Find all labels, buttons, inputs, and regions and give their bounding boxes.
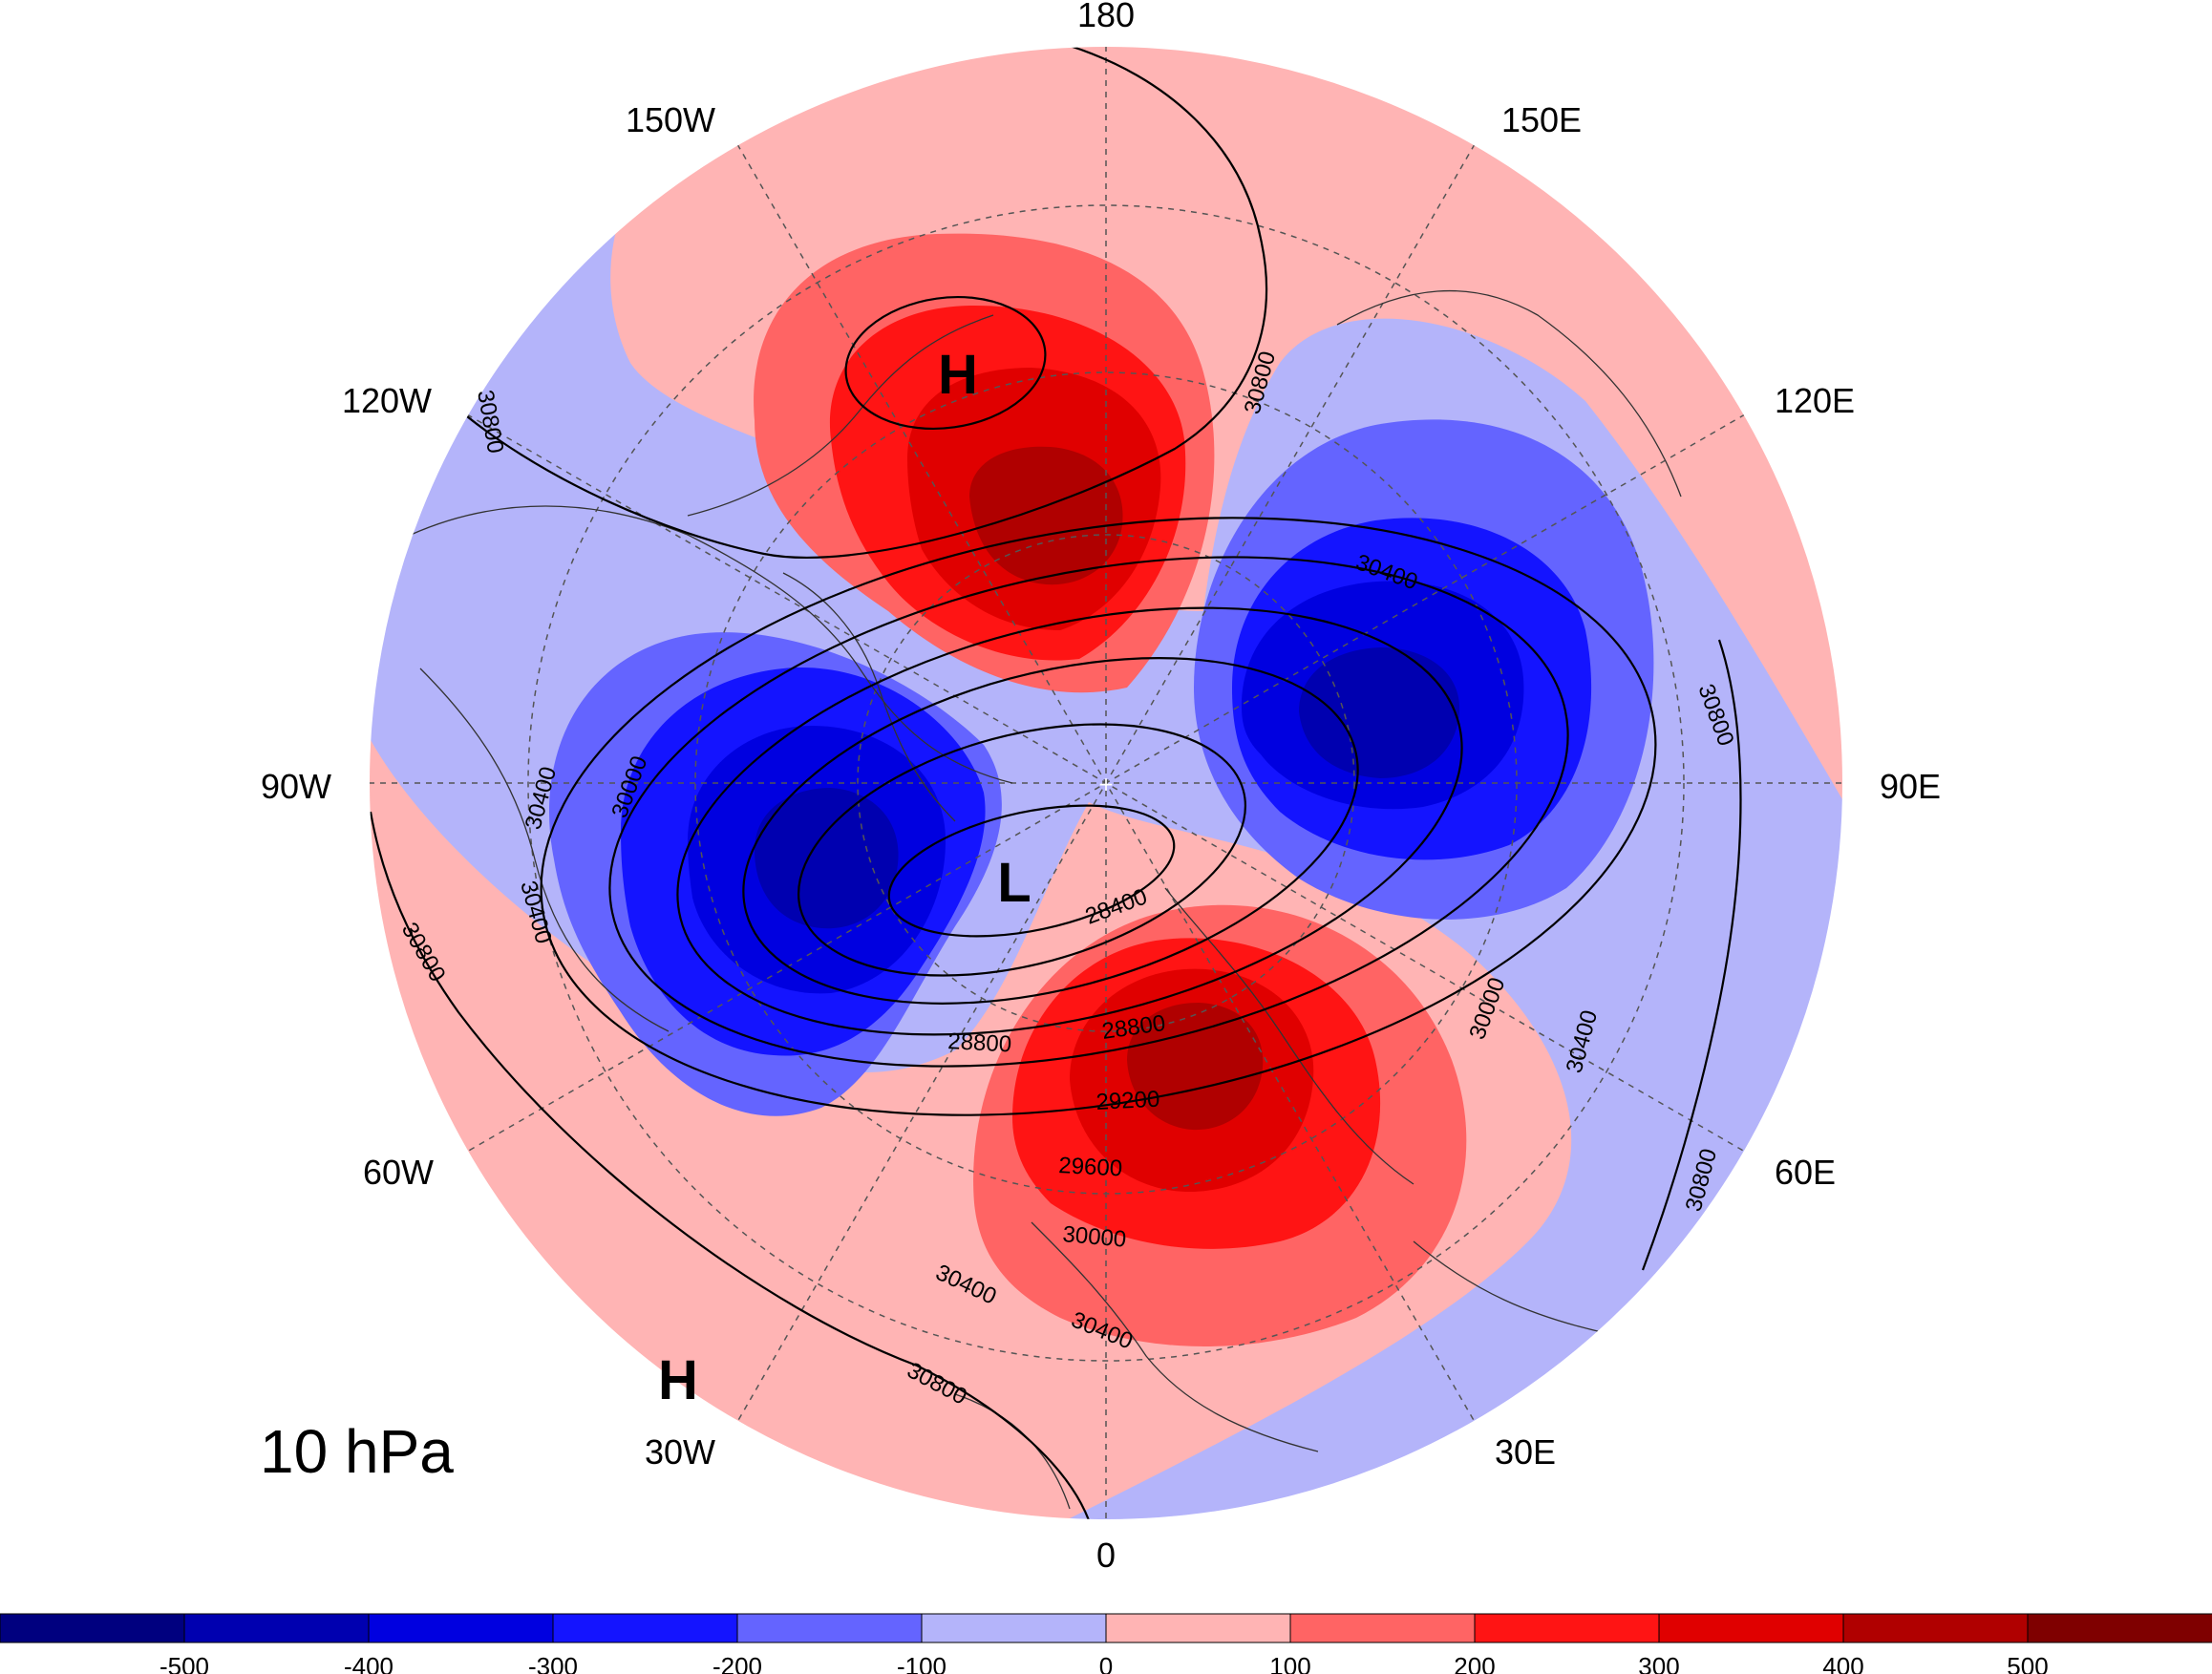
lon-label-30e: 30E [1495, 1432, 1556, 1472]
siberian-low-400 [1299, 647, 1460, 778]
high-center-label: H [938, 344, 978, 406]
contour-label: 30000 [1061, 1221, 1127, 1253]
height-contours [369, 46, 1742, 1520]
contour-30000 [608, 556, 1569, 1068]
contour-29600 [676, 606, 1463, 1036]
contour-high-pacific [844, 295, 1047, 431]
colorbar-swatch [2027, 1613, 2212, 1643]
colorbar-tick-label: 100 [1269, 1652, 1310, 1674]
pole-marker: + [1098, 773, 1115, 795]
colorbar-tick-label: 500 [2007, 1652, 2048, 1674]
map-boundary [368, 45, 1844, 1521]
graticule [369, 46, 1843, 1520]
low-center-label: L [997, 852, 1031, 914]
contour-30800-southwest [369, 811, 1091, 1520]
lon-label-0: 0 [1096, 1536, 1116, 1575]
colorbar-tick-label: 0 [1099, 1652, 1113, 1674]
lon-label-90w: 90W [261, 767, 331, 806]
lon-label-120w: 120W [342, 381, 432, 420]
contour-29200 [742, 657, 1359, 1005]
high-center-label: H [658, 1349, 698, 1411]
contour-30800-east [1641, 639, 1742, 1271]
contour-label: 29200 [1095, 1087, 1160, 1115]
pressure-level-label: 10 hPa [260, 1417, 454, 1486]
colorbar-tick-label: 300 [1638, 1652, 1679, 1674]
colorbar-tick-label: 400 [1822, 1652, 1863, 1674]
colorbar-swatch [1658, 1613, 1844, 1643]
contour-30400 [540, 517, 1657, 1116]
contour-30800-north [448, 46, 1268, 559]
contour-label: 29600 [1058, 1153, 1123, 1181]
colorbar-swatch [736, 1613, 923, 1643]
colorbar-swatch [0, 1613, 185, 1643]
lon-label-30w: 30W [645, 1432, 715, 1472]
lon-label-180: 180 [1077, 0, 1135, 34]
lon-label-150w: 150W [626, 100, 715, 139]
lon-label-60w: 60W [363, 1153, 434, 1192]
european-high-400 [1127, 1003, 1264, 1131]
colorbar-swatch [552, 1613, 738, 1643]
colorbar-tick-label: 200 [1454, 1652, 1495, 1674]
colorbar-swatch [1474, 1613, 1660, 1643]
colorbar-swatch [368, 1613, 554, 1643]
contour-28400 [887, 804, 1176, 938]
contour-label: 28800 [947, 1028, 1012, 1057]
colorbar: -500 -400 -300 -200 -100 0 100 200 300 400 500 [0, 1613, 2212, 1674]
longitude-labels: 180 150W 150E 120W 120E 90W 90E 60W 60E … [261, 0, 1941, 1575]
colorbar-swatch [183, 1613, 370, 1643]
colorbar-swatch [1105, 1613, 1291, 1643]
colorbar-tick-label: -100 [897, 1652, 946, 1674]
colorbar-tick-label: -500 [160, 1652, 209, 1674]
colorbar-tick-label: -400 [344, 1652, 393, 1674]
lon-label-60e: 60E [1775, 1153, 1836, 1192]
colorbar-swatch [1289, 1613, 1476, 1643]
pacific-high-400 [969, 446, 1123, 585]
colorbar-tick-label: -300 [528, 1652, 578, 1674]
pressure-centers: H L H [658, 344, 1032, 1411]
colorbar-swatch [921, 1613, 1107, 1643]
colorbar-tick-label: -200 [713, 1652, 762, 1674]
lon-label-120e: 120E [1775, 381, 1855, 420]
coastlines [410, 289, 1682, 1510]
contour-28800 [798, 723, 1246, 977]
lon-label-90e: 90E [1880, 767, 1941, 806]
canadian-low-400 [755, 788, 899, 929]
colorbar-swatch [1842, 1613, 2029, 1643]
lon-label-150e: 150E [1501, 100, 1582, 139]
